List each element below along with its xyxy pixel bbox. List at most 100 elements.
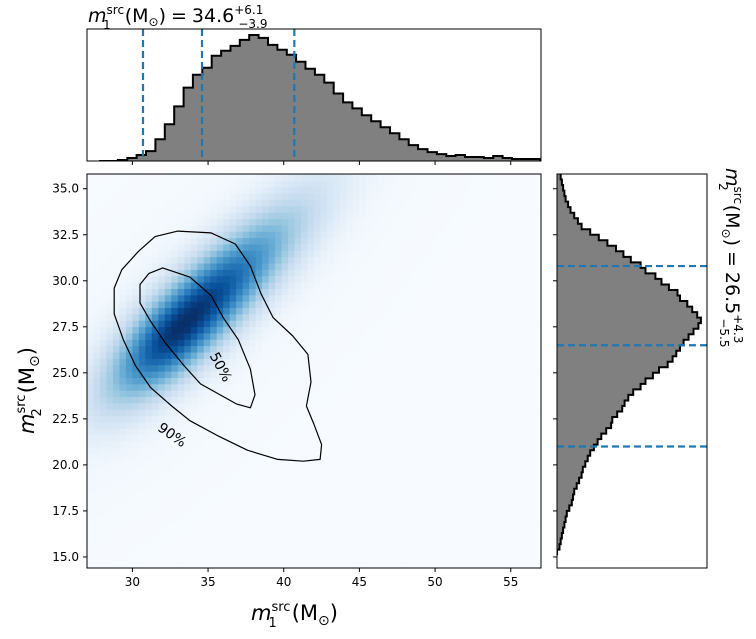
heatmap-cell: [307, 351, 315, 359]
heatmap-cell: [229, 205, 237, 213]
heatmap-cell: [275, 466, 283, 474]
heatmap-cell: [249, 282, 257, 289]
heatmap-cell: [158, 491, 166, 499]
heatmap-cell: [93, 409, 101, 417]
heatmap-cell: [171, 313, 179, 321]
heatmap-cell: [437, 396, 445, 404]
heatmap-cell: [378, 510, 386, 518]
heatmap-cell: [515, 256, 523, 264]
heatmap-cell: [352, 294, 360, 302]
heatmap-cell: [151, 339, 159, 347]
heatmap-cell: [249, 523, 257, 531]
heatmap-cell: [229, 224, 237, 232]
heatmap-cell: [106, 237, 114, 245]
heatmap-cell: [132, 358, 140, 366]
heatmap-cell: [301, 371, 309, 378]
heatmap-cell: [476, 237, 484, 245]
heatmap-cell: [391, 434, 399, 442]
heatmap-cell: [469, 510, 477, 518]
heatmap-cell: [476, 231, 484, 239]
heatmap-cell: [99, 180, 108, 188]
heatmap-cell: [346, 415, 354, 423]
heatmap-cell: [495, 288, 503, 296]
heatmap-cell: [489, 510, 497, 518]
heatmap-cell: [326, 453, 335, 461]
heatmap-cell: [93, 498, 101, 506]
heatmap-cell: [424, 237, 432, 245]
heatmap-cell: [203, 180, 211, 188]
heatmap-cell: [216, 262, 224, 270]
heatmap-cell: [177, 390, 185, 398]
heatmap-cell: [164, 224, 172, 232]
heatmap-cell: [534, 504, 541, 512]
heatmap-cell: [93, 237, 101, 245]
heatmap-cell: [326, 440, 335, 448]
heatmap-cell: [112, 180, 121, 188]
heatmap-cell: [262, 275, 270, 283]
heatmap-cell: [476, 561, 484, 568]
heatmap-cell: [223, 332, 231, 340]
heatmap-cell: [307, 320, 315, 328]
heatmap-cell: [424, 193, 432, 201]
heatmap-cell: [145, 447, 153, 455]
heatmap-cell: [197, 224, 205, 232]
heatmap-cell: [333, 358, 341, 366]
heatmap-cell: [365, 504, 373, 512]
heatmap-cell: [463, 307, 471, 315]
heatmap-cell: [314, 275, 322, 283]
heatmap-cell: [314, 288, 322, 296]
heatmap-cell: [515, 275, 523, 283]
heatmap-cell: [314, 377, 322, 385]
heatmap-cell: [171, 345, 179, 353]
heatmap-cell: [398, 371, 406, 378]
heatmap-cell: [151, 561, 159, 568]
heatmap-cell: [255, 282, 263, 289]
heatmap-cell: [262, 294, 270, 302]
heatmap-cell: [99, 517, 108, 525]
heatmap-cell: [326, 339, 335, 347]
heatmap-cell: [210, 193, 218, 201]
heatmap-cell: [301, 256, 309, 264]
heatmap-cell: [229, 180, 237, 188]
heatmap-cell: [93, 307, 101, 315]
heatmap-cell: [171, 339, 179, 347]
heatmap-cell: [93, 491, 101, 499]
heatmap-cell: [430, 193, 438, 201]
heatmap-cell: [190, 453, 198, 461]
heatmap-cell: [119, 485, 127, 493]
heatmap-cell: [197, 459, 205, 467]
heatmap-cell: [508, 491, 516, 499]
heatmap-cell: [184, 472, 192, 480]
heatmap-cell: [502, 548, 510, 556]
heatmap-cell: [482, 218, 490, 226]
heatmap-cell: [489, 205, 497, 213]
heatmap-cell: [249, 243, 257, 251]
heatmap-cell: [528, 498, 536, 506]
heatmap-cell: [281, 485, 289, 493]
heatmap-cell: [281, 421, 289, 429]
heatmap-cell: [398, 351, 406, 359]
heatmap-cell: [339, 199, 348, 207]
heatmap-cell: [365, 440, 373, 448]
heatmap-cell: [197, 269, 205, 277]
heatmap-cell: [365, 212, 373, 220]
heatmap-cell: [339, 326, 348, 334]
heatmap-cell: [463, 199, 471, 207]
heatmap-cell: [521, 434, 529, 442]
heatmap-cell: [378, 383, 386, 391]
heatmap-cell: [151, 523, 159, 531]
heatmap-cell: [93, 339, 101, 347]
heatmap-cell: [469, 466, 477, 474]
heatmap-cell: [119, 256, 127, 264]
heatmap-cell: [391, 421, 399, 429]
heatmap-cell: [320, 332, 328, 340]
heatmap-cell: [534, 402, 541, 410]
heatmap-cell: [326, 555, 335, 563]
heatmap-cell: [138, 466, 146, 474]
heatmap-cell: [365, 529, 373, 537]
heatmap-cell: [359, 536, 367, 544]
heatmap-cell: [489, 301, 497, 309]
heatmap-cell: [411, 231, 419, 239]
heatmap-cell: [352, 199, 360, 207]
heatmap-cell: [359, 269, 367, 277]
